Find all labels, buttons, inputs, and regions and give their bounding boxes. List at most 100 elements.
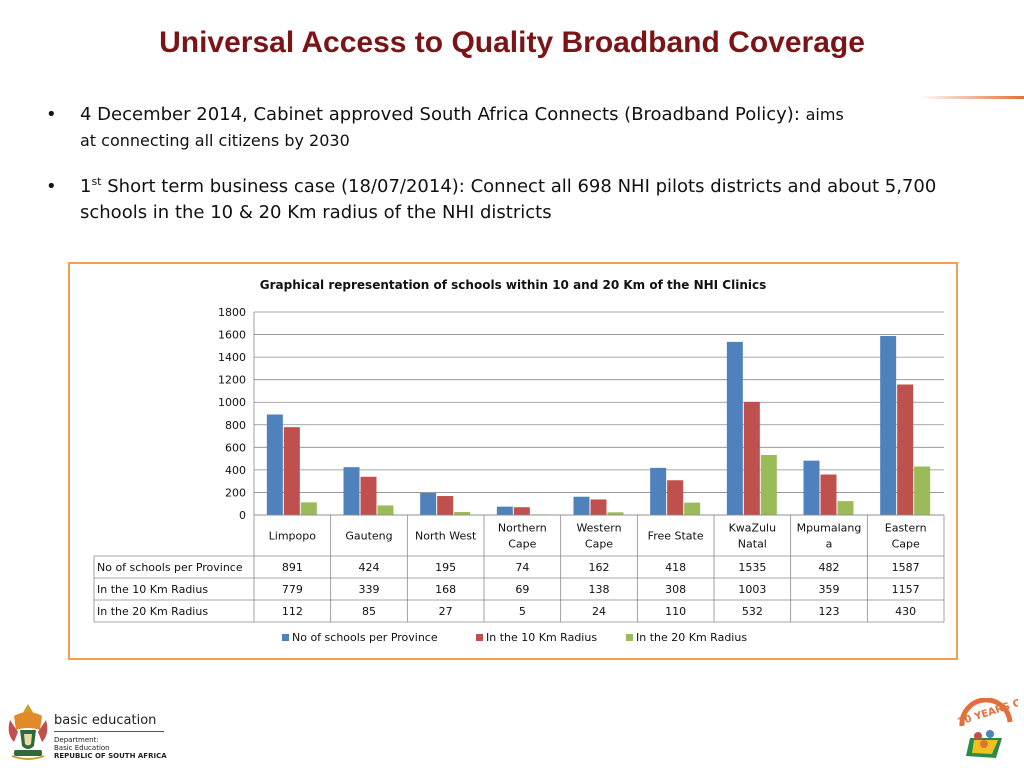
table-cell-value: 1157 — [892, 583, 920, 596]
bar — [760, 455, 777, 515]
table-cell-value: 1003 — [738, 583, 766, 596]
table-cell-value: 339 — [359, 583, 380, 596]
table-cell-value: 430 — [895, 605, 916, 618]
y-tick-label: 1800 — [218, 306, 246, 319]
bar — [743, 401, 760, 515]
slide-title: Universal Access to Quality Broadband Co… — [159, 26, 865, 59]
table-cell-value: 359 — [819, 583, 840, 596]
legend: No of schools per Province In the 10 Km R… — [282, 631, 747, 644]
footer-line2: Basic Education — [54, 744, 110, 752]
table-cell-value: 5 — [519, 605, 526, 618]
bullet-list: • 4 December 2014, Cabinet approved Sout… — [40, 102, 980, 246]
table-cell-value: 112 — [282, 605, 303, 618]
table-cell-value: 779 — [282, 583, 303, 596]
x-category-label: Cape — [585, 538, 613, 551]
data-table: Limpopo Gauteng North West Northern Cape West… — [93, 514, 945, 623]
legend-label: In the 10 Km Radius — [486, 631, 597, 644]
bar — [573, 496, 590, 515]
table-cell-value: 162 — [589, 561, 610, 574]
bullet-item: • 4 December 2014, Cabinet approved Sout… — [40, 102, 980, 154]
table-cell-value: 418 — [665, 561, 686, 574]
legend-label: No of schools per Province — [292, 631, 438, 644]
y-axis: 0 200 400 600 800 1000 1200 1400 1600 1800 — [218, 306, 255, 522]
x-category-label: KwaZulu — [729, 522, 777, 535]
table-cell-value: 424 — [359, 561, 380, 574]
bar — [377, 505, 394, 515]
chart-title: Graphical representation of schools with… — [260, 278, 767, 292]
legend-label: In the 20 Km Radius — [636, 631, 747, 644]
x-category-label: North West — [415, 530, 477, 543]
table-row-label: In the 20 Km Radius — [97, 605, 208, 618]
bullet-dot: • — [46, 176, 57, 197]
table-cell-value: 110 — [665, 605, 686, 618]
bar — [590, 499, 607, 515]
bar — [300, 502, 317, 515]
x-category-label: Northern — [498, 522, 547, 535]
x-category-label: Free State — [648, 530, 704, 543]
footer-brand: basic education — [54, 713, 157, 728]
table-cell-value: 482 — [819, 561, 840, 574]
y-tick-label: 1600 — [218, 329, 246, 342]
y-tick-label: 0 — [239, 509, 246, 522]
bar — [914, 466, 931, 515]
bullet2-rest: Short term business case (18/07/2014): C… — [107, 176, 937, 197]
bar — [513, 507, 530, 515]
bar — [684, 502, 701, 515]
y-tick-label: 1000 — [218, 396, 246, 409]
legend-swatch — [626, 634, 633, 641]
bullet2-sup: st — [91, 175, 102, 188]
table-cell-value: 24 — [592, 605, 606, 618]
bullet2-ordinal: 1 — [80, 176, 92, 197]
table-cell-value: 69 — [515, 583, 529, 596]
bullet-dot: • — [46, 104, 57, 125]
y-tick-label: 800 — [225, 419, 246, 432]
freedom-badge-icon: 20 YEARS OF FREEDOM — [957, 698, 1018, 758]
table-cell-value: 85 — [362, 605, 376, 618]
bar — [607, 512, 624, 515]
y-tick-label: 1200 — [218, 374, 246, 387]
bar-chart: Graphical representation of schools with… — [93, 278, 945, 644]
table-cell-value: 74 — [515, 561, 529, 574]
footer-divider — [54, 731, 164, 732]
bar — [283, 427, 300, 515]
bar — [420, 493, 437, 515]
bar — [820, 474, 837, 515]
x-category-label: a — [826, 538, 833, 551]
bar — [360, 476, 377, 515]
coat-of-arms-icon — [8, 704, 48, 760]
legend-swatch — [282, 634, 289, 641]
y-tick-label: 600 — [225, 441, 246, 454]
table-cell-value: 1535 — [738, 561, 766, 574]
x-category-label: Gauteng — [345, 530, 392, 543]
bar — [266, 414, 283, 515]
bullet1-main: 4 December 2014, Cabinet approved South … — [80, 104, 800, 125]
y-tick-label: 400 — [225, 464, 246, 477]
x-category-label: Cape — [508, 538, 536, 551]
x-category-label: Limpopo — [269, 530, 317, 543]
table-cell-value: 123 — [819, 605, 840, 618]
bar — [454, 511, 471, 515]
table-cell-value: 1587 — [892, 561, 920, 574]
table-cell-value: 138 — [589, 583, 610, 596]
table-cell-value: 27 — [439, 605, 453, 618]
table-cell-value: 168 — [435, 583, 456, 596]
bullet-item: • 1st Short term business case (18/07/20… — [40, 174, 980, 226]
bar — [726, 341, 743, 515]
x-category-label: Mpumalang — [797, 522, 862, 535]
bar — [343, 467, 360, 515]
x-category-label: Natal — [738, 538, 767, 551]
bullet1-line2: at connecting all citizens by 2030 — [80, 131, 350, 150]
bars — [266, 336, 931, 515]
title-rule — [918, 96, 1024, 99]
table-cell-value: 308 — [665, 583, 686, 596]
table-cell-value: 195 — [435, 561, 456, 574]
bar — [667, 480, 684, 515]
footer-line1: Department: — [54, 736, 99, 744]
y-tick-label: 200 — [225, 486, 246, 499]
legend-swatch — [476, 634, 483, 641]
table-row-label: In the 10 Km Radius — [97, 583, 208, 596]
bar — [880, 336, 897, 515]
y-tick-label: 1400 — [218, 351, 246, 364]
bar — [897, 384, 914, 515]
bar — [803, 460, 820, 515]
